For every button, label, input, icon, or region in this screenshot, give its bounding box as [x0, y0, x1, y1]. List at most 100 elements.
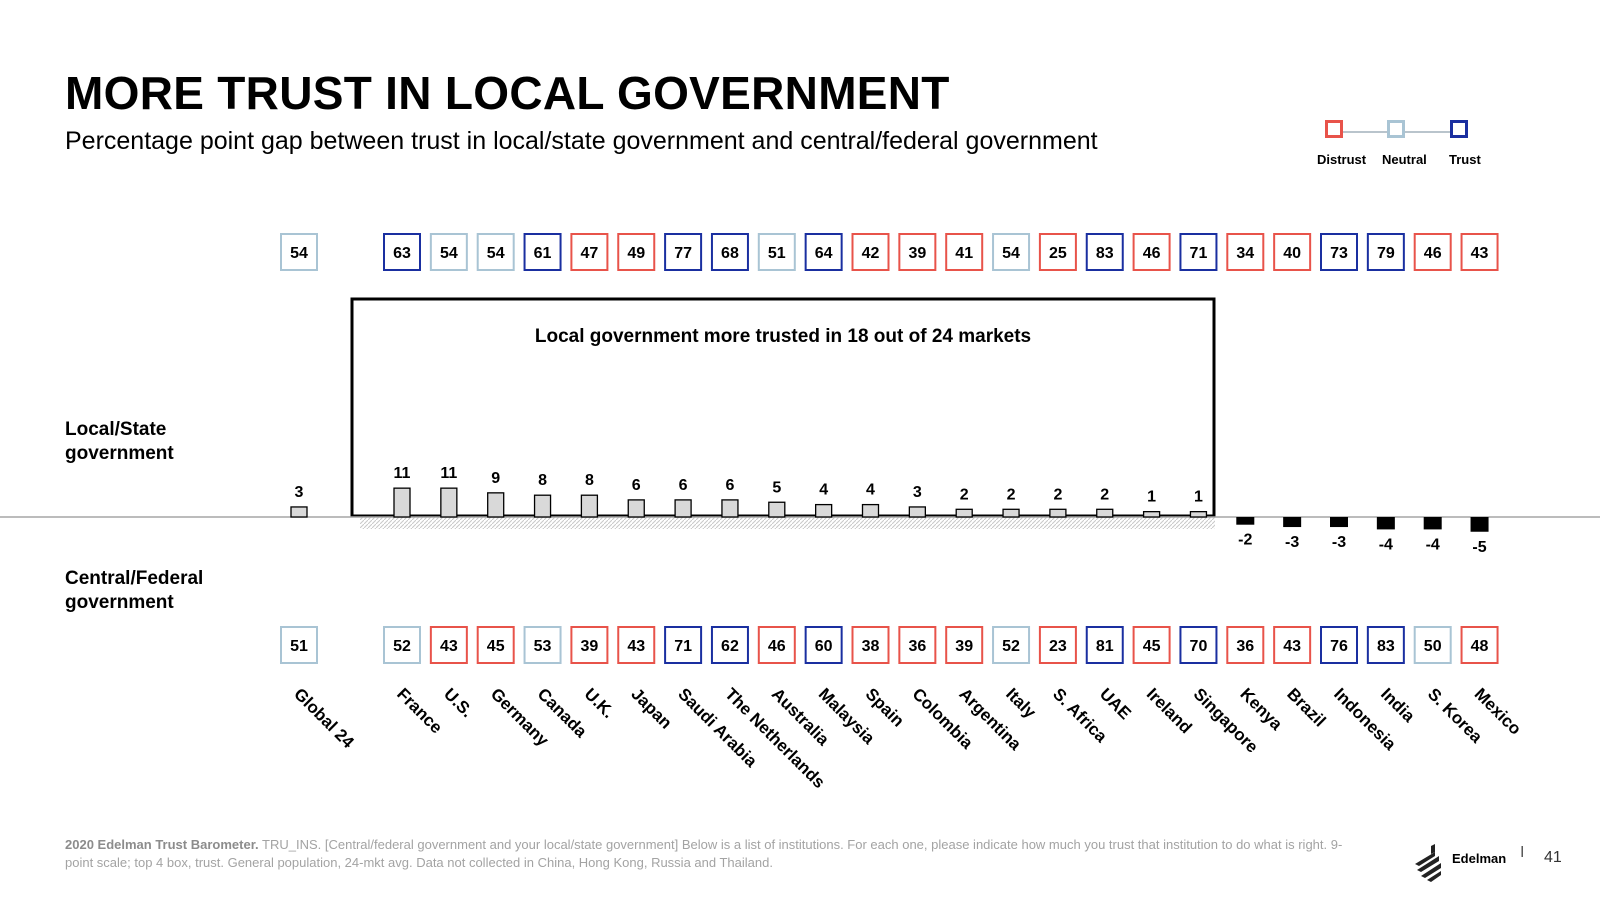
local-trust-box [1366, 233, 1405, 271]
local-trust-box [617, 233, 656, 271]
central-trust-value: 39 [955, 638, 973, 655]
central-trust-value: 38 [862, 638, 880, 655]
local-trust-value: 43 [1471, 245, 1489, 262]
category-label: Italy [1002, 684, 1040, 722]
central-trust-box [383, 626, 421, 664]
central-federal-label-line1: Central/Federal [65, 568, 204, 589]
local-trust-value: 34 [1236, 245, 1254, 262]
central-trust-box [1273, 626, 1312, 664]
gap-bar [1470, 517, 1489, 532]
central-trust-value: 52 [393, 638, 411, 655]
gap-value-label: -4 [1379, 536, 1393, 553]
local-trust-box [280, 233, 318, 271]
page-number: 41 [1544, 849, 1562, 866]
annotation-box-frame [350, 297, 1216, 518]
gap-value-label: 2 [1007, 486, 1016, 503]
central-trust-value: 23 [1049, 638, 1067, 655]
central-trust-box [1413, 626, 1452, 664]
central-trust-value: 36 [1236, 638, 1254, 655]
gap-bar [1002, 508, 1020, 518]
central-trust-box [804, 626, 843, 664]
gap-bar [674, 499, 692, 518]
page-subtitle: Percentage point gap between trust in lo… [65, 127, 1098, 155]
local-trust-box [1460, 233, 1499, 271]
gap-value-label: 4 [866, 482, 875, 499]
local-trust-value: 42 [862, 245, 880, 262]
central-trust-box [945, 626, 984, 664]
local-trust-value: 73 [1330, 245, 1348, 262]
gap-value-label: 6 [632, 477, 641, 494]
local-trust-value: 54 [487, 245, 505, 262]
central-trust-box [429, 626, 468, 664]
local-trust-box [1273, 233, 1312, 271]
gap-bar [955, 508, 973, 518]
gap-bar [393, 487, 411, 518]
local-trust-value: 54 [440, 245, 458, 262]
local-trust-box [1038, 233, 1077, 271]
gap-bar [908, 506, 926, 518]
brand-name: Edelman [1452, 851, 1507, 866]
local-trust-box [1085, 233, 1124, 271]
category-label: UAE [1096, 684, 1135, 723]
central-trust-box [1132, 626, 1171, 664]
source-footnote: 2020 Edelman Trust Barometer. TRU_INS. [… [65, 836, 1355, 872]
local-state-label-line2: government [65, 443, 174, 464]
local-trust-value: 54 [290, 245, 308, 262]
local-state-label: Local/State government [65, 418, 174, 466]
central-trust-box [664, 626, 703, 664]
central-trust-value: 60 [815, 638, 833, 655]
source-text: TRU_INS. [Central/federal government and… [65, 837, 1343, 870]
legend-distrust-label: Distrust [1317, 152, 1367, 167]
local-trust-value: 39 [908, 245, 926, 262]
page-separator: I [1520, 844, 1525, 861]
gap-bar [533, 494, 552, 518]
central-trust-box [1038, 626, 1077, 664]
central-trust-box [1226, 626, 1265, 664]
central-trust-value: 39 [581, 638, 599, 655]
local-trust-box [945, 233, 984, 271]
gap-value-label: -2 [1238, 532, 1252, 549]
local-trust-box [1413, 233, 1452, 271]
edelman-logo-icon [1415, 844, 1441, 882]
gap-value-label: 3 [295, 484, 304, 501]
central-trust-box [757, 626, 796, 664]
central-trust-box [851, 626, 890, 664]
local-trust-value: 68 [721, 245, 739, 262]
central-trust-value: 70 [1190, 638, 1208, 655]
category-label: U.K. [581, 684, 618, 721]
local-trust-value: 51 [768, 245, 786, 262]
local-trust-value: 77 [674, 245, 692, 262]
central-trust-box [1179, 626, 1218, 664]
gap-bar [721, 499, 739, 518]
central-trust-box [992, 626, 1031, 664]
central-trust-box [570, 626, 609, 664]
local-trust-box [1179, 233, 1218, 271]
local-trust-box [1132, 233, 1171, 271]
gap-bar [861, 503, 880, 518]
category-label: India [1377, 684, 1419, 726]
central-trust-value: 52 [1002, 638, 1020, 655]
gap-bar [627, 499, 645, 518]
central-trust-box [898, 626, 937, 664]
category-label: Ireland [1143, 684, 1196, 737]
local-trust-box [429, 233, 468, 271]
central-trust-box [1366, 626, 1405, 664]
local-trust-value: 64 [815, 245, 833, 262]
local-trust-box [710, 233, 749, 271]
gap-bar [1049, 508, 1067, 518]
gap-value-label: 11 [440, 465, 457, 482]
local-trust-box [992, 233, 1031, 271]
local-trust-box [476, 233, 515, 271]
central-trust-box [1460, 626, 1499, 664]
central-trust-value: 43 [1283, 638, 1301, 655]
legend-distrust-swatch [1325, 120, 1343, 138]
local-trust-box [804, 233, 843, 271]
central-trust-value: 45 [1143, 638, 1161, 655]
central-trust-value: 71 [674, 638, 692, 655]
legend-trust-swatch [1450, 120, 1468, 138]
local-trust-value: 79 [1377, 245, 1395, 262]
central-trust-box [617, 626, 656, 664]
gap-bar [1283, 517, 1302, 528]
gap-value-label: -3 [1285, 534, 1299, 551]
central-trust-box [710, 626, 749, 664]
